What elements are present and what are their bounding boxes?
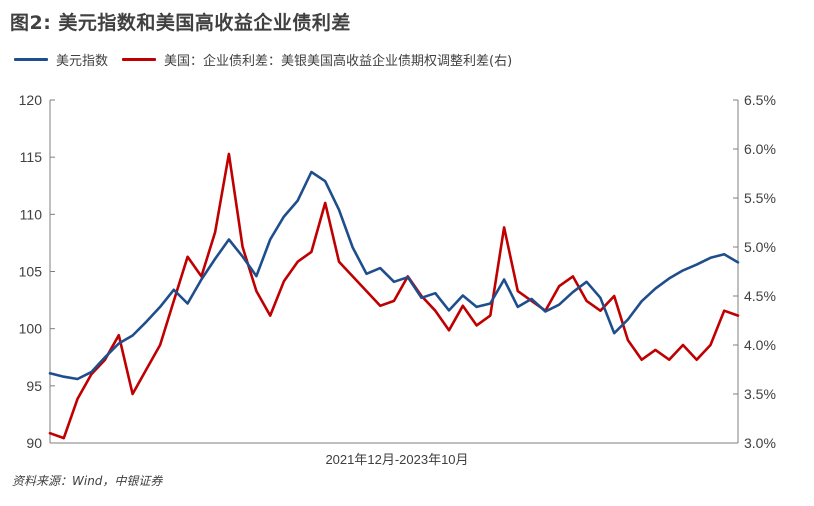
legend-label-spread: 美国：企业债利差：美银美国高收益企业债期权调整利差(右) bbox=[164, 54, 513, 69]
right-tick-label: 6.5% bbox=[744, 92, 776, 108]
left-tick-label: 110 bbox=[20, 206, 43, 222]
series-line-dxy bbox=[48, 170, 740, 381]
legend-item-spread: 美国：企业债利差：美银美国高收益企业债期权调整利差(右) bbox=[122, 50, 512, 69]
legend-label-dxy: 美元指数 bbox=[56, 54, 109, 69]
left-tick-label: 95 bbox=[26, 378, 42, 394]
x-axis-label: 2021年12月-2023年10月 bbox=[325, 452, 468, 467]
right-tick-label: 3.5% bbox=[744, 386, 776, 402]
left-tick-label: 120 bbox=[19, 92, 43, 108]
right-tick-label: 6.0% bbox=[744, 141, 776, 157]
chart-title: 图2: 美元指数和美国高收益企业债利差 bbox=[10, 12, 351, 34]
right-tick-label: 4.0% bbox=[744, 337, 776, 353]
right-tick-label: 5.5% bbox=[744, 190, 776, 206]
legend-swatch-spread bbox=[122, 58, 157, 61]
left-tick-label: 115 bbox=[20, 149, 43, 165]
legend: 美元指数 美国：企业债利差：美银美国高收益企业债期权调整利差(右) bbox=[14, 50, 526, 69]
right-tick-label: 3.0% bbox=[744, 435, 776, 451]
legend-swatch-dxy bbox=[14, 58, 48, 61]
left-tick-label: 100 bbox=[19, 321, 43, 337]
legend-item-dxy: 美元指数 bbox=[14, 50, 108, 69]
left-tick-label: 90 bbox=[26, 435, 42, 451]
series-line-spread bbox=[48, 152, 740, 440]
right-tick-label: 4.5% bbox=[744, 288, 776, 304]
source-note: 资料来源：Wind，中银证券 bbox=[12, 474, 163, 488]
left-tick-label: 105 bbox=[19, 264, 43, 280]
right-tick-label: 5.0% bbox=[744, 239, 776, 255]
